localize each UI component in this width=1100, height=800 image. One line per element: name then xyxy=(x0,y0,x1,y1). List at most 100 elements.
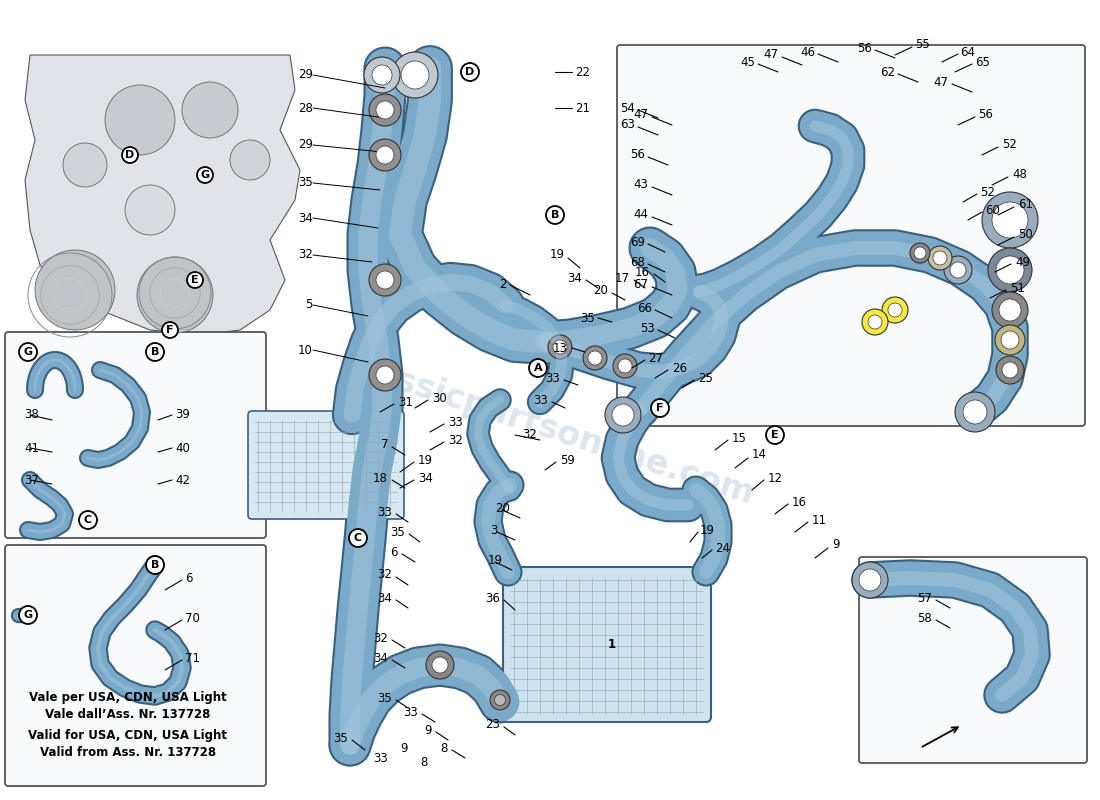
Text: 2: 2 xyxy=(499,278,507,291)
Text: 47: 47 xyxy=(933,75,948,89)
Text: 8: 8 xyxy=(420,755,428,769)
Text: 46: 46 xyxy=(800,46,815,58)
Text: 29: 29 xyxy=(298,69,314,82)
Text: 49: 49 xyxy=(1015,255,1030,269)
Text: G: G xyxy=(23,347,33,357)
Circle shape xyxy=(125,185,175,235)
Circle shape xyxy=(377,102,393,118)
Text: 19: 19 xyxy=(550,249,565,262)
Circle shape xyxy=(618,359,632,373)
Circle shape xyxy=(197,167,213,183)
Text: 19: 19 xyxy=(700,523,715,537)
Circle shape xyxy=(372,65,392,85)
Text: 16: 16 xyxy=(792,495,807,509)
Text: F: F xyxy=(166,325,174,335)
Text: D: D xyxy=(465,67,474,77)
Text: 32: 32 xyxy=(377,569,392,582)
Text: 33: 33 xyxy=(373,751,388,765)
Text: 56: 56 xyxy=(857,42,872,54)
Text: G: G xyxy=(23,610,33,620)
Text: 6: 6 xyxy=(185,571,192,585)
Text: 19: 19 xyxy=(418,454,433,466)
Text: 62: 62 xyxy=(880,66,895,78)
Text: 52: 52 xyxy=(980,186,994,198)
Text: 38: 38 xyxy=(24,409,38,422)
Text: 41: 41 xyxy=(24,442,38,454)
Text: 44: 44 xyxy=(632,209,648,222)
Text: 1: 1 xyxy=(608,638,616,651)
Circle shape xyxy=(376,271,394,289)
Circle shape xyxy=(426,651,454,679)
Circle shape xyxy=(546,206,564,224)
Text: 65: 65 xyxy=(975,55,990,69)
Circle shape xyxy=(1001,331,1019,349)
Text: 35: 35 xyxy=(390,526,405,538)
Text: 60: 60 xyxy=(984,203,1000,217)
Text: 55: 55 xyxy=(915,38,930,51)
Text: 9: 9 xyxy=(425,723,432,737)
Circle shape xyxy=(933,251,947,265)
Text: 57: 57 xyxy=(917,591,932,605)
Text: 47: 47 xyxy=(632,109,648,122)
Circle shape xyxy=(583,346,607,370)
Text: 9: 9 xyxy=(400,742,408,754)
Text: C: C xyxy=(354,533,362,543)
FancyBboxPatch shape xyxy=(617,45,1085,426)
Text: 56: 56 xyxy=(630,149,645,162)
Text: 8: 8 xyxy=(441,742,448,754)
Circle shape xyxy=(999,299,1021,321)
Text: B: B xyxy=(551,210,559,220)
Text: 5: 5 xyxy=(306,298,313,311)
Circle shape xyxy=(368,359,402,391)
Text: E: E xyxy=(191,275,199,285)
Text: 32: 32 xyxy=(448,434,463,446)
Circle shape xyxy=(613,354,637,378)
Circle shape xyxy=(996,256,1024,284)
Text: 64: 64 xyxy=(960,46,975,58)
Circle shape xyxy=(766,426,784,444)
Circle shape xyxy=(461,63,478,81)
Circle shape xyxy=(992,292,1028,328)
Circle shape xyxy=(376,366,394,384)
Circle shape xyxy=(381,150,389,159)
Text: 25: 25 xyxy=(698,371,713,385)
Circle shape xyxy=(1002,362,1018,378)
Circle shape xyxy=(376,101,394,119)
Text: 51: 51 xyxy=(1010,282,1025,294)
Text: 33: 33 xyxy=(546,371,560,385)
Circle shape xyxy=(402,61,429,89)
Text: classicpartsonline.com: classicpartsonline.com xyxy=(341,348,759,512)
Circle shape xyxy=(605,397,641,433)
Text: 24: 24 xyxy=(715,542,730,554)
Circle shape xyxy=(982,192,1038,248)
Text: 39: 39 xyxy=(175,409,190,422)
Text: 43: 43 xyxy=(634,178,648,191)
Text: 32: 32 xyxy=(373,631,388,645)
Text: 33: 33 xyxy=(448,415,463,429)
Circle shape xyxy=(79,511,97,529)
Circle shape xyxy=(349,529,367,547)
Text: E: E xyxy=(771,430,779,440)
Circle shape xyxy=(588,351,602,365)
FancyBboxPatch shape xyxy=(859,557,1087,763)
Text: Vale dall’Ass. Nr. 137728: Vale dall’Ass. Nr. 137728 xyxy=(45,709,211,722)
Circle shape xyxy=(368,264,402,296)
Circle shape xyxy=(495,694,506,706)
Text: 34: 34 xyxy=(377,591,392,605)
Text: 3: 3 xyxy=(490,523,497,537)
Text: 66: 66 xyxy=(637,302,652,314)
Circle shape xyxy=(63,143,107,187)
Circle shape xyxy=(910,243,930,263)
Text: 13: 13 xyxy=(553,342,568,354)
Circle shape xyxy=(651,399,669,417)
Text: 71: 71 xyxy=(185,651,200,665)
Circle shape xyxy=(432,657,448,673)
Circle shape xyxy=(381,106,389,114)
Text: Valid from Ass. Nr. 137728: Valid from Ass. Nr. 137728 xyxy=(40,746,216,758)
Text: 68: 68 xyxy=(630,255,645,269)
Circle shape xyxy=(364,57,400,93)
Text: 45: 45 xyxy=(740,55,755,69)
Polygon shape xyxy=(25,55,300,335)
FancyBboxPatch shape xyxy=(248,411,404,519)
Text: G: G xyxy=(200,170,210,180)
